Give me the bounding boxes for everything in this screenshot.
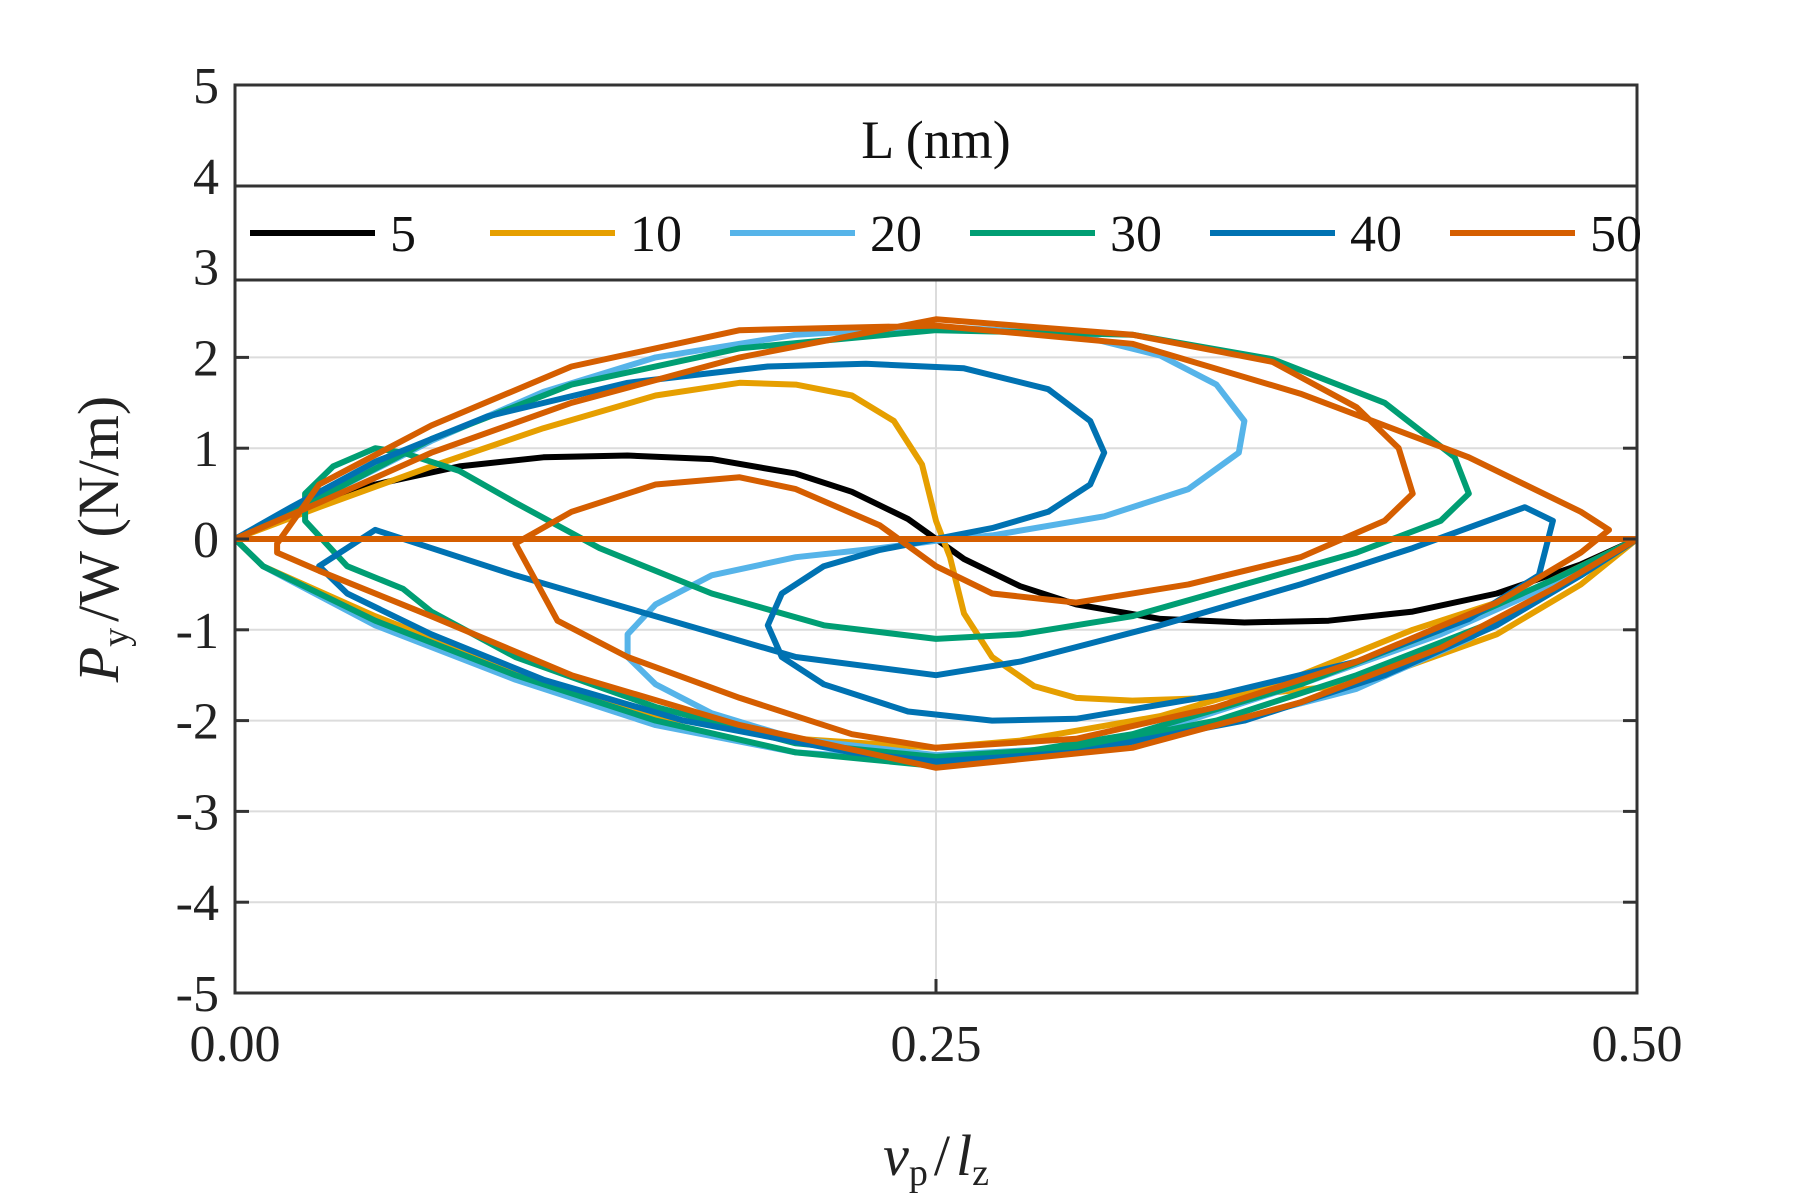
x-tick-label: 0.00 (190, 1016, 281, 1073)
y-tick-label: -5 (176, 966, 219, 1023)
x-axis-label: vp / lz (883, 1123, 989, 1194)
y-tick-label: -3 (176, 784, 219, 841)
y-tick-label: 2 (193, 330, 219, 387)
y-tick-label: 5 (193, 58, 219, 115)
legend-box (233, 83, 1639, 282)
y-label-rest: /W (N/m) (66, 396, 131, 622)
legend-label-50: 50 (1590, 206, 1642, 263)
y-tick-label: 4 (193, 149, 219, 206)
x-label-main: v (883, 1123, 909, 1188)
legend-label-5: 5 (390, 206, 416, 263)
series-line-40 (235, 360, 1637, 765)
y-tick-label: 0 (193, 512, 219, 569)
y-tick-label: -4 (176, 875, 219, 932)
y-label-sub: y (95, 628, 137, 647)
legend-title: L (nm) (861, 110, 1010, 170)
x-label-denom-sub: z (972, 1152, 989, 1194)
legend-label-10: 10 (630, 206, 682, 263)
x-label-sep: / (934, 1123, 951, 1188)
ticks: -5 -4 -3 -2 -1 0 1 2 3 4 5 0.00 0.25 0.50 (176, 58, 1683, 1073)
legend-label-30: 30 (1110, 206, 1162, 263)
y-tick-label: 1 (193, 421, 219, 478)
y-tick-label: -1 (176, 603, 219, 660)
x-label-main-sub: p (909, 1152, 928, 1194)
y-tick-label: -2 (176, 694, 219, 751)
legend-label-20: 20 (870, 206, 922, 263)
x-label-denom: l (956, 1123, 972, 1188)
x-tick-label: 0.25 (891, 1016, 982, 1073)
x-tick-label: 0.50 (1592, 1016, 1683, 1073)
legend-label-40: 40 (1350, 206, 1402, 263)
series-group (235, 316, 1637, 771)
y-axis-label: Py/W (N/m) (66, 396, 137, 684)
legend: L (nm) 5 10 20 30 40 50 (233, 83, 1642, 282)
legend-entries: 5 10 20 30 40 50 (250, 206, 1642, 263)
y-label-main: P (66, 647, 131, 683)
y-tick-label: 3 (193, 240, 219, 297)
series-line-50 (235, 316, 1637, 771)
